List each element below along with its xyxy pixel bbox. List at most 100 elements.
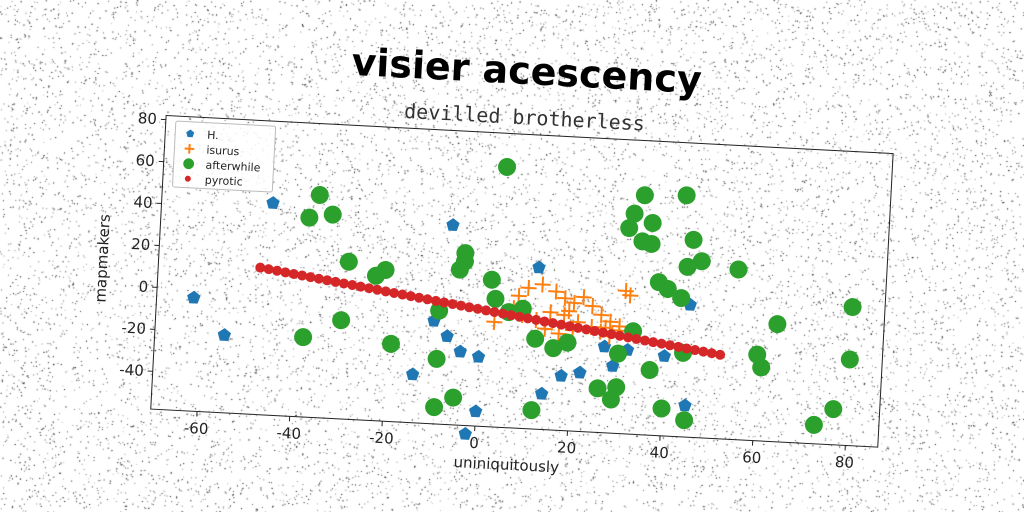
data-point — [658, 279, 677, 298]
data-point — [531, 314, 542, 325]
x-tick-label: -20 — [369, 429, 394, 448]
data-point — [606, 329, 617, 340]
data-point — [684, 230, 703, 249]
data-point — [514, 311, 525, 322]
data-point — [305, 272, 316, 283]
data-point — [310, 186, 329, 205]
legend-marker — [184, 175, 191, 182]
data-point — [768, 315, 787, 334]
data-point — [656, 338, 667, 349]
legend-label: isurus — [206, 144, 240, 159]
x-tick-label: -40 — [276, 424, 301, 443]
data-point — [472, 303, 483, 314]
legend-label: afterwhile — [205, 159, 261, 175]
data-point — [506, 310, 517, 321]
data-point — [588, 379, 607, 398]
data-point — [573, 365, 587, 379]
data-point — [566, 294, 583, 312]
data-point — [280, 267, 291, 278]
data-point — [561, 303, 578, 320]
x-tick-label: 40 — [649, 443, 669, 462]
y-tick-label: 0 — [138, 277, 148, 295]
data-point — [255, 262, 266, 273]
data-point — [330, 276, 341, 287]
data-point — [824, 400, 843, 419]
data-point — [639, 335, 650, 346]
data-point — [572, 322, 583, 333]
data-point — [497, 308, 508, 319]
data-point — [575, 289, 592, 306]
data-point — [376, 260, 395, 279]
x-axis-label: uniniquitously — [453, 453, 559, 477]
data-point — [804, 415, 823, 434]
data-point — [455, 300, 466, 311]
legend-label: pyrotic — [204, 174, 243, 189]
data-point — [397, 289, 408, 300]
data-point — [584, 298, 601, 315]
data-point — [217, 328, 232, 342]
data-point — [430, 295, 441, 306]
data-point — [535, 386, 549, 400]
x-tick-label: 80 — [834, 453, 854, 472]
data-point — [323, 205, 342, 224]
data-point — [678, 398, 692, 412]
data-point — [414, 292, 425, 303]
y-axis: -40 -20 0 20 40 60 80 — [119, 109, 166, 380]
data-point — [547, 318, 558, 329]
y-tick-label: 40 — [133, 193, 153, 212]
data-point — [544, 339, 563, 358]
legend-marker — [184, 143, 195, 154]
legend-marker — [186, 129, 195, 138]
x-axis: -60 -40 -20 0 20 40 60 80 — [183, 411, 854, 472]
data-point — [389, 287, 400, 298]
data-point — [405, 291, 416, 302]
data-point — [532, 260, 546, 274]
data-point — [675, 411, 694, 430]
data-point — [406, 367, 420, 381]
data-point — [752, 358, 771, 377]
y-tick-label: 60 — [135, 151, 155, 170]
data-point — [622, 287, 639, 304]
data-point — [347, 280, 358, 291]
data-point — [608, 344, 627, 363]
legend-frame — [172, 120, 277, 193]
data-point — [294, 328, 313, 347]
data-point — [482, 270, 501, 289]
data-point — [664, 340, 675, 351]
data-point — [526, 329, 545, 348]
data-point — [444, 388, 463, 407]
data-point — [263, 264, 274, 275]
data-point — [380, 286, 391, 297]
data-point — [840, 350, 859, 369]
data-point — [623, 332, 634, 343]
data-point — [542, 304, 559, 321]
data-point — [558, 333, 577, 352]
data-point — [678, 257, 697, 276]
data-point — [593, 306, 610, 323]
data-point — [729, 260, 748, 279]
data-point — [288, 268, 299, 279]
data-point — [642, 234, 661, 253]
data-point — [464, 302, 475, 313]
x-tick-label: 20 — [557, 438, 577, 457]
data-point — [422, 294, 433, 305]
data-point — [446, 218, 460, 232]
legend-label: H. — [207, 129, 219, 143]
data-point — [522, 313, 533, 324]
data-point — [617, 282, 634, 300]
y-axis-label: mapmakers — [91, 213, 114, 302]
data-point — [372, 284, 383, 295]
x-tick-label: 60 — [742, 448, 762, 467]
data-point — [648, 337, 659, 348]
x-tick-label: 0 — [469, 434, 479, 452]
data-point — [681, 343, 692, 354]
data-point — [322, 275, 333, 286]
data-point — [300, 208, 319, 227]
data-point — [450, 260, 469, 279]
data-point — [458, 426, 472, 440]
data-marks — [187, 157, 862, 440]
data-point — [313, 273, 324, 284]
